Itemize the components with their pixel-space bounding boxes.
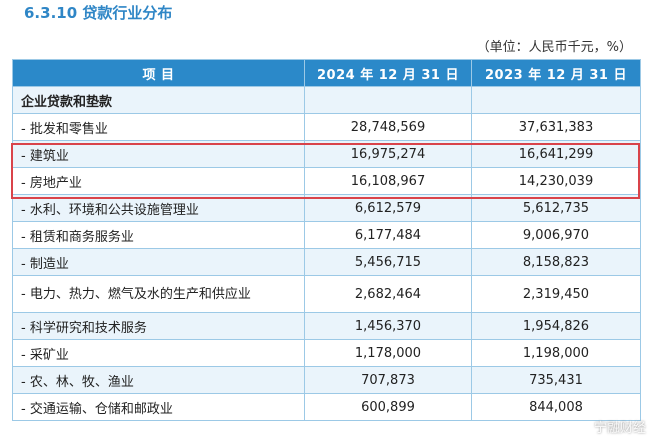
table-header-row: 项 目 2024 年 12 月 31 日 2023 年 12 月 31 日 bbox=[12, 59, 641, 87]
row-value-2023: 1,954,826 bbox=[471, 312, 641, 340]
row-value-2024: 6,612,579 bbox=[304, 194, 472, 222]
row-value-2023: 735,431 bbox=[471, 366, 641, 394]
row-value-2024: 5,456,715 bbox=[304, 248, 472, 276]
table-row: - 交通运输、仓储和邮政业 600,899 844,008 bbox=[12, 393, 641, 421]
section-title: 6.3.10 贷款行业分布 bbox=[24, 4, 173, 22]
row-value-2024: 707,873 bbox=[304, 366, 472, 394]
row-value-2023: 5,612,735 bbox=[471, 194, 641, 222]
row-value-2024: 1,456,370 bbox=[304, 312, 472, 340]
row-value-2023: 37,631,383 bbox=[471, 113, 641, 141]
row-value-2023: 9,006,970 bbox=[471, 221, 641, 249]
row-value-2024: 2,682,464 bbox=[304, 275, 472, 313]
header-2023: 2023 年 12 月 31 日 bbox=[471, 59, 641, 87]
row-label: - 采矿业 bbox=[12, 339, 305, 367]
row-value-2024: 6,177,484 bbox=[304, 221, 472, 249]
row-value-2023: 14,230,039 bbox=[471, 167, 641, 195]
row-value-2024: 28,748,569 bbox=[304, 113, 472, 141]
table-row: - 农、林、牧、渔业 707,873 735,431 bbox=[12, 366, 641, 394]
header-2024: 2024 年 12 月 31 日 bbox=[304, 59, 472, 87]
row-value-2023: 2,319,450 bbox=[471, 275, 641, 313]
table-row: - 采矿业 1,178,000 1,198,000 bbox=[12, 339, 641, 367]
category-empty-2024 bbox=[304, 86, 472, 114]
row-value-2024: 600,899 bbox=[304, 393, 472, 421]
row-label: - 水利、环境和公共设施管理业 bbox=[12, 194, 305, 222]
row-value-2024: 1,178,000 bbox=[304, 339, 472, 367]
table-row: - 水利、环境和公共设施管理业 6,612,579 5,612,735 bbox=[12, 194, 641, 222]
row-label: - 制造业 bbox=[12, 248, 305, 276]
row-label: - 租赁和商务服务业 bbox=[12, 221, 305, 249]
category-label: 企业贷款和垫款 bbox=[12, 86, 305, 114]
row-label: - 房地产业 bbox=[12, 167, 305, 195]
row-label: - 交通运输、仓储和邮政业 bbox=[12, 393, 305, 421]
table-row: - 电力、热力、燃气及水的生产和供应业 2,682,464 2,319,450 bbox=[12, 275, 641, 313]
table-row: - 租赁和商务服务业 6,177,484 9,006,970 bbox=[12, 221, 641, 249]
row-value-2023: 8,158,823 bbox=[471, 248, 641, 276]
category-empty-2023 bbox=[471, 86, 641, 114]
row-value-2024: 16,108,967 bbox=[304, 167, 472, 195]
header-item: 项 目 bbox=[12, 59, 305, 87]
category-row: 企业贷款和垫款 bbox=[12, 86, 641, 114]
table-row: - 建筑业 16,975,274 16,641,299 bbox=[12, 140, 641, 168]
row-value-2023: 16,641,299 bbox=[471, 140, 641, 168]
loan-industry-table: 项 目 2024 年 12 月 31 日 2023 年 12 月 31 日 企业… bbox=[12, 59, 641, 421]
row-label: - 电力、热力、燃气及水的生产和供应业 bbox=[12, 275, 305, 313]
table-row: - 批发和零售业 28,748,569 37,631,383 bbox=[12, 113, 641, 141]
row-value-2024: 16,975,274 bbox=[304, 140, 472, 168]
row-value-2023: 844,008 bbox=[471, 393, 641, 421]
row-label: - 农、林、牧、渔业 bbox=[12, 366, 305, 394]
table-row: - 房地产业 16,108,967 14,230,039 bbox=[12, 167, 641, 195]
unit-note: （单位：人民币千元，%） bbox=[476, 40, 632, 55]
row-value-2023: 1,198,000 bbox=[471, 339, 641, 367]
table-row: - 制造业 5,456,715 8,158,823 bbox=[12, 248, 641, 276]
watermark: 宁融财经 bbox=[593, 421, 646, 436]
table-row: - 科学研究和技术服务 1,456,370 1,954,826 bbox=[12, 312, 641, 340]
row-label: - 科学研究和技术服务 bbox=[12, 312, 305, 340]
row-label: - 批发和零售业 bbox=[12, 113, 305, 141]
row-label: - 建筑业 bbox=[12, 140, 305, 168]
